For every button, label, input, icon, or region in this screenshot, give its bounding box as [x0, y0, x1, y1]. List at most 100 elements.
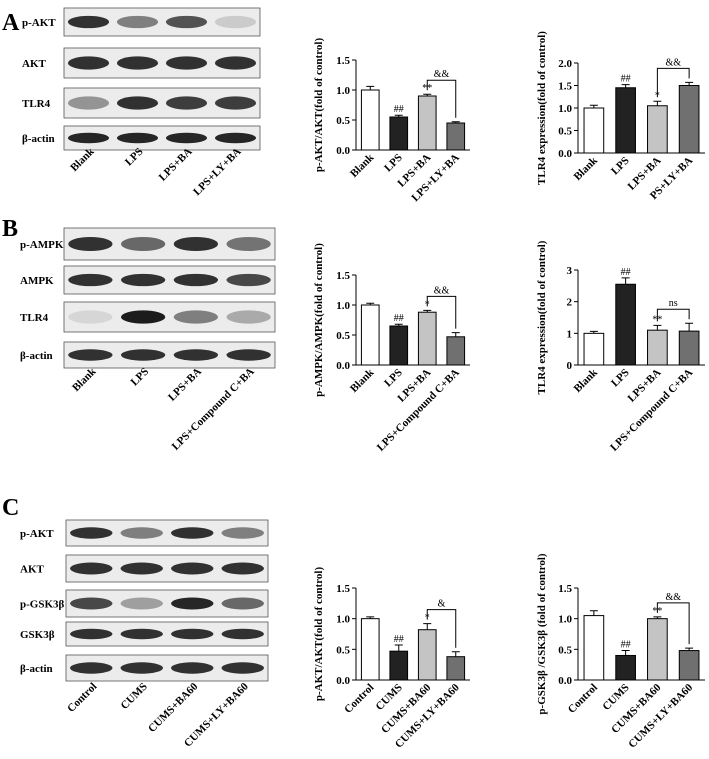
error-bar [621, 650, 630, 656]
comparison-bracket [656, 602, 690, 645]
x-tick-label: LPS [609, 367, 632, 390]
error-bar [394, 323, 403, 326]
blot-band [70, 662, 113, 674]
x-tick-label: LPS [382, 152, 405, 175]
panel-label: B [2, 216, 18, 242]
comparison-label: && [665, 592, 681, 603]
y-axis-label: p-AMPK/AMPK(fold of control) [313, 243, 325, 397]
panel-label: C [2, 495, 19, 521]
blot-band [120, 527, 163, 539]
blot-row-label: AKT [22, 58, 47, 70]
error-bar [653, 324, 662, 331]
error-bar [366, 85, 375, 90]
bar [583, 107, 605, 154]
significance-label: ## [621, 640, 631, 651]
blot-band [226, 310, 271, 324]
blot-band [221, 527, 264, 539]
x-tick-label: Blank [572, 366, 601, 395]
bar [360, 304, 380, 366]
lane-label: CUMS+BA60 [146, 680, 201, 735]
comparison-label: & [438, 599, 446, 610]
lane-label: LPS+BA [166, 366, 204, 404]
y-tick-label: 0.0 [336, 360, 350, 372]
y-axis-label: p-AKT/AKT(fold of control) [313, 38, 325, 173]
blot-band [68, 310, 113, 324]
y-tick-label: 1.0 [558, 103, 572, 115]
blot-row-label: p-GSK3β [20, 599, 65, 611]
y-tick-label: 1.0 [558, 614, 572, 626]
blot-band [67, 56, 110, 70]
y-axis-label: TLR4 expression(fold of control) [536, 240, 548, 394]
error-bar [589, 104, 598, 108]
bar [360, 618, 380, 681]
blot-band [171, 628, 214, 640]
bar [583, 615, 605, 681]
blot-band [120, 349, 166, 361]
blot-band [214, 96, 257, 110]
y-tick-label: 1.5 [558, 583, 572, 595]
blot-row-label: AMPK [20, 275, 54, 287]
y-tick-label: 0.5 [558, 644, 572, 656]
x-tick-label: Blank [572, 154, 601, 183]
blot-band [120, 662, 163, 674]
blot-band [173, 273, 219, 287]
blot-band [173, 310, 219, 324]
bar [446, 656, 466, 681]
blot-band [226, 273, 271, 287]
y-tick-label: 1.5 [336, 583, 350, 595]
y-tick-label: 0.5 [336, 330, 350, 342]
blot-band [120, 236, 166, 252]
error-bar [423, 623, 432, 630]
blot-band [214, 15, 257, 29]
lane-label: LPS+BA [157, 146, 195, 184]
y-tick-label: 0.5 [558, 126, 572, 138]
error-bar [653, 616, 662, 619]
blot-band [221, 562, 264, 575]
lane-label: Blank [70, 365, 99, 394]
blot-band [214, 132, 257, 144]
blot-band [171, 662, 214, 674]
blot-band [67, 96, 110, 110]
bar [389, 116, 409, 151]
y-tick-label: 1.0 [336, 300, 350, 312]
blot-row-label: p-AMPK [20, 239, 64, 251]
comparison-bracket [426, 609, 457, 648]
blot-band [120, 628, 163, 640]
error-bar [423, 93, 432, 96]
bar [615, 654, 636, 681]
error-bar [394, 644, 403, 652]
error-bar [451, 121, 460, 123]
blot-band [171, 562, 214, 575]
y-tick-label: 0.0 [558, 148, 572, 160]
blot-band [70, 628, 113, 640]
blot-band [68, 273, 113, 287]
y-axis-label: p-GSK3β /GSK3β (fold of control) [536, 553, 548, 714]
blot-band [226, 349, 271, 361]
bar [360, 89, 380, 151]
error-bar [423, 309, 432, 313]
blot-row-label: β-actin [20, 663, 53, 675]
blot-band [120, 310, 166, 324]
blot-band [67, 132, 110, 144]
y-tick-label: 0.0 [336, 675, 350, 687]
blot-band [165, 132, 208, 144]
significance-label: ## [621, 74, 631, 85]
panel-label: A [2, 10, 20, 36]
blot-row-label: TLR4 [22, 98, 51, 110]
bar [615, 283, 636, 366]
x-tick-label: LPS [609, 155, 632, 178]
y-tick-label: 1.5 [558, 81, 572, 93]
x-tick-label: LPS [382, 367, 405, 390]
blot-band [70, 597, 113, 610]
error-bar [685, 647, 694, 651]
comparison-bracket [656, 67, 690, 98]
error-bar [685, 322, 694, 332]
y-tick-label: 1.5 [336, 270, 350, 282]
blot-band [120, 597, 163, 610]
y-tick-label: 0.5 [336, 644, 350, 656]
comparison-label: && [434, 69, 450, 80]
blot-band [70, 527, 113, 539]
x-tick-label: Blank [348, 366, 377, 395]
bar [583, 332, 605, 366]
bar [678, 85, 700, 154]
